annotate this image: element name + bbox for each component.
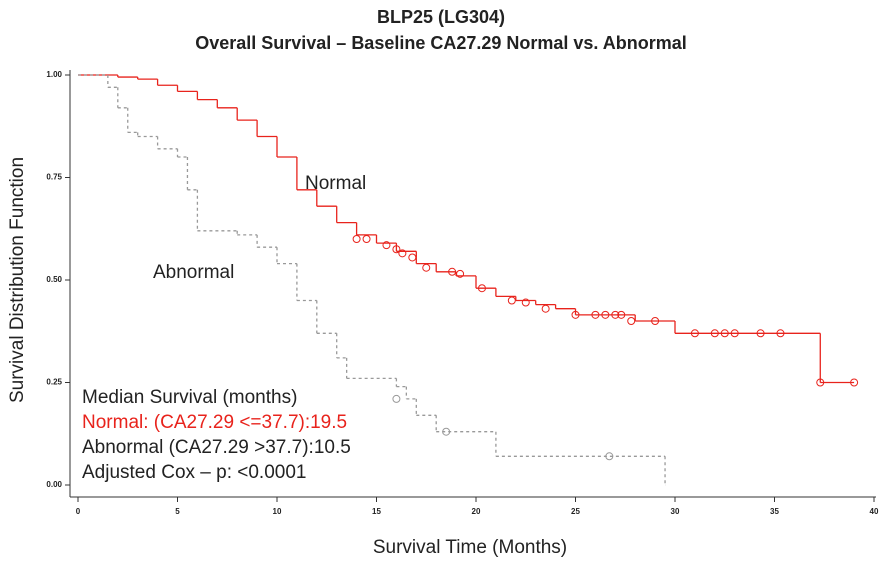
censor-mark — [541, 304, 550, 313]
censor-mark — [605, 452, 614, 461]
annotation: Adjusted Cox – p: <0.0001 — [82, 462, 306, 483]
censor-mark — [507, 296, 516, 305]
x-axis-title: Survival Time (Months) — [373, 537, 567, 558]
censor-mark — [392, 245, 401, 254]
x-tick-label: 30 — [671, 507, 680, 516]
censor-mark — [571, 310, 580, 319]
censor-mark — [422, 263, 431, 272]
censor-mark — [776, 329, 785, 338]
series-label: Normal — [305, 173, 366, 194]
censor-mark — [448, 267, 457, 276]
annotation: Median Survival (months) — [82, 387, 297, 408]
x-tick-label: 15 — [372, 507, 381, 516]
x-tick-label: 25 — [571, 507, 580, 516]
y-axis-title: Survival Distribution Function — [7, 157, 28, 403]
x-tick-label: 40 — [870, 507, 879, 516]
censor-mark — [756, 329, 765, 338]
censor-mark — [651, 317, 660, 325]
censor-mark — [850, 378, 859, 387]
censor-mark — [611, 310, 620, 319]
censor-mark — [362, 235, 371, 243]
censor-mark — [398, 249, 407, 258]
x-tick-label: 0 — [76, 507, 81, 516]
censor-mark — [382, 241, 391, 250]
y-tick-label: 0.50 — [46, 275, 62, 284]
censor-mark — [690, 329, 699, 338]
censor-mark — [408, 253, 417, 262]
censor-mark — [710, 329, 719, 338]
censor-mark — [591, 310, 600, 319]
y-tick-label: 1.00 — [46, 70, 62, 79]
chart-subtitle: Overall Survival – Baseline CA27.29 Norm… — [195, 33, 687, 53]
censor-mark — [442, 427, 451, 436]
censor-mark — [730, 329, 739, 338]
censor-mark — [601, 310, 610, 319]
y-tick-label: 0.75 — [46, 173, 62, 182]
censor-mark — [627, 317, 636, 325]
x-tick-label: 10 — [273, 507, 282, 516]
annotation: Abnormal (CA27.29 >37.7):10.5 — [82, 437, 351, 458]
y-tick-label: 0.00 — [46, 480, 62, 489]
x-tick-label: 20 — [472, 507, 481, 516]
series-label: Abnormal — [153, 262, 234, 283]
censor-mark — [521, 298, 530, 307]
x-tick-label: 35 — [770, 507, 779, 516]
censor-mark — [816, 378, 825, 387]
censor-mark — [392, 394, 401, 403]
censor-mark — [720, 329, 729, 338]
censor-mark — [617, 310, 626, 319]
annotation: Normal: (CA27.29 <=37.7):19.5 — [82, 412, 347, 433]
censor-mark — [352, 235, 361, 243]
chart-title: BLP25 (LG304) — [377, 7, 505, 27]
censor-mark — [456, 269, 465, 278]
x-tick-label: 5 — [175, 507, 180, 516]
y-tick-label: 0.25 — [46, 378, 62, 387]
censor-mark — [477, 284, 486, 293]
